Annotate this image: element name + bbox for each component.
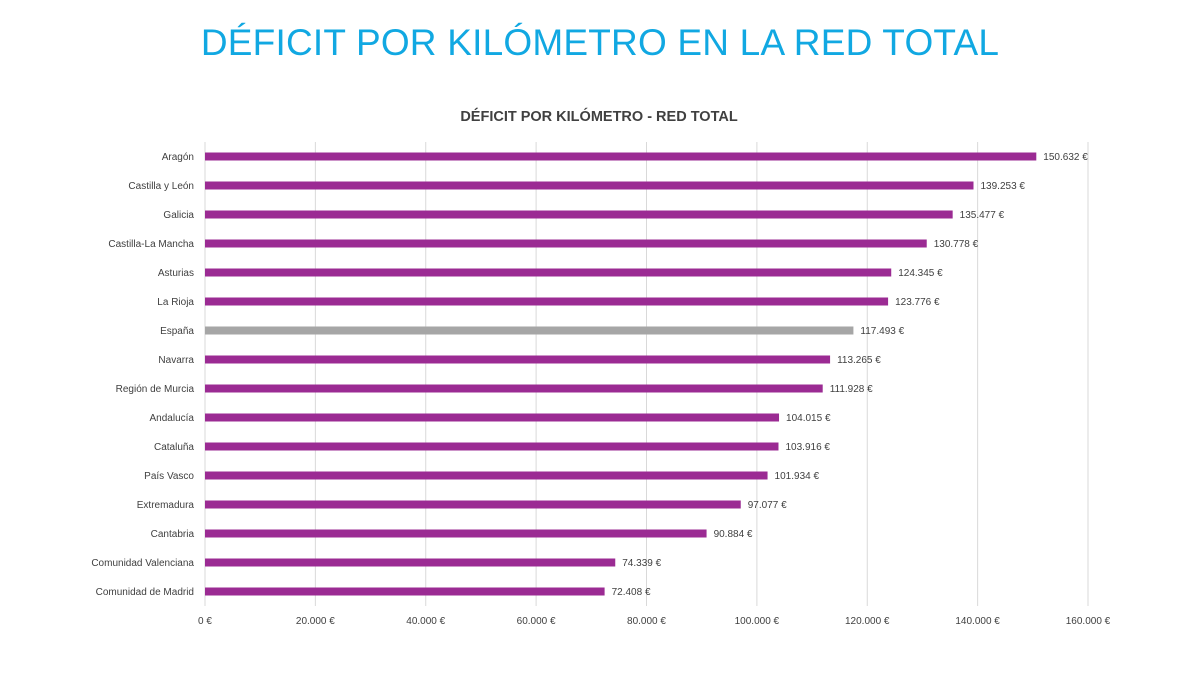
category-label: Andalucía bbox=[150, 413, 195, 424]
bar-8 bbox=[205, 384, 823, 393]
x-tick-label: 140.000 € bbox=[955, 616, 1000, 627]
category-label: Aragón bbox=[162, 152, 194, 163]
value-label: 74.339 € bbox=[622, 558, 661, 569]
value-label: 101.934 € bbox=[775, 471, 820, 482]
value-label: 139.253 € bbox=[981, 181, 1026, 192]
x-tick-label: 60.000 € bbox=[517, 616, 556, 627]
value-label: 130.778 € bbox=[934, 239, 979, 250]
x-tick-label: 160.000 € bbox=[1066, 616, 1111, 627]
chart-title: DÉFICIT POR KILÓMETRO - RED TOTAL bbox=[460, 107, 738, 125]
value-label: 111.928 € bbox=[830, 384, 873, 395]
bar-5 bbox=[205, 297, 889, 306]
bar-10 bbox=[205, 442, 779, 451]
x-tick-label: 40.000 € bbox=[406, 616, 445, 627]
value-label: 72.408 € bbox=[612, 587, 651, 598]
x-tick-label: 120.000 € bbox=[845, 616, 890, 627]
bar-14 bbox=[205, 558, 616, 567]
value-label: 117.493 € bbox=[860, 326, 904, 337]
category-label: Región de Murcia bbox=[116, 384, 195, 395]
value-label: 90.884 € bbox=[714, 529, 753, 540]
bar-7 bbox=[205, 355, 831, 364]
value-label: 150.632 € bbox=[1043, 152, 1088, 163]
bar-2 bbox=[205, 210, 953, 219]
category-label: La Rioja bbox=[157, 297, 194, 308]
slide-title: DÉFICIT POR KILÓMETRO EN LA RED TOTAL bbox=[200, 22, 1000, 63]
value-label: 104.015 € bbox=[786, 413, 831, 424]
category-label: Cataluña bbox=[154, 442, 194, 453]
bar-13 bbox=[205, 529, 707, 538]
bar-3 bbox=[205, 239, 927, 248]
value-label: 135.477 € bbox=[960, 210, 1005, 221]
category-label: España bbox=[160, 326, 194, 337]
category-label: Castilla y León bbox=[128, 181, 194, 192]
value-label: 103.916 € bbox=[785, 442, 830, 453]
bar-6 bbox=[205, 326, 854, 335]
value-labels: 150.632 € 139.253 € 135.477 € 130.778 € 124.… bbox=[612, 152, 1089, 598]
bar-12 bbox=[205, 500, 741, 509]
category-label: País Vasco bbox=[144, 471, 194, 482]
bar-1 bbox=[205, 181, 974, 190]
value-label: 124.345 € bbox=[898, 268, 943, 279]
bars bbox=[205, 152, 1037, 596]
value-label: 123.776 € bbox=[895, 297, 940, 308]
bar-0 bbox=[205, 152, 1037, 161]
category-label: Extremadura bbox=[137, 500, 195, 511]
category-label: Comunidad Valenciana bbox=[91, 558, 194, 569]
value-label: 113.265 € bbox=[837, 355, 881, 366]
category-label: Asturias bbox=[158, 268, 194, 279]
bar-11 bbox=[205, 471, 768, 480]
category-labels: Aragón Castilla y León Galicia Castilla-La … bbox=[91, 152, 194, 598]
x-tick-label: 100.000 € bbox=[735, 616, 780, 627]
category-label: Comunidad de Madrid bbox=[96, 587, 194, 598]
gridlines bbox=[204, 142, 1089, 606]
x-tick-label: 0 € bbox=[198, 616, 212, 627]
x-tick-label: 20.000 € bbox=[296, 616, 335, 627]
bar-9 bbox=[205, 413, 780, 422]
value-label: 97.077 € bbox=[748, 500, 787, 511]
category-label: Navarra bbox=[158, 355, 194, 366]
bar-15 bbox=[205, 587, 605, 596]
x-tick-label: 80.000 € bbox=[627, 616, 666, 627]
category-label: Galicia bbox=[163, 210, 194, 221]
x-axis-ticks: 0 € 20.000 € 40.000 € 60.000 € 80.000 € 100.0… bbox=[198, 616, 1111, 627]
bar-4 bbox=[205, 268, 892, 277]
category-label: Cantabria bbox=[151, 529, 195, 540]
category-label: Castilla-La Mancha bbox=[108, 239, 194, 250]
